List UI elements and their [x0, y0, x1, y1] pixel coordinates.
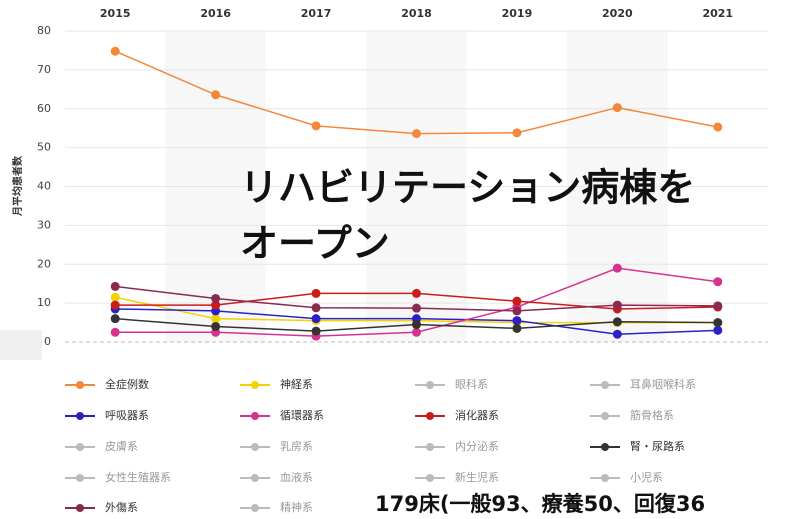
legend-label: 女性生殖器系: [105, 470, 171, 484]
data-point: [110, 292, 120, 302]
beds-note: 179床(一般93、療養50、回復36: [375, 492, 705, 516]
legend-marker: [601, 412, 609, 420]
legend-label: 血液系: [280, 470, 313, 484]
data-point: [512, 128, 522, 138]
y-tick-label: 80: [37, 24, 51, 37]
data-point: [612, 103, 622, 113]
data-point: [412, 327, 421, 337]
data-point: [311, 288, 321, 298]
legend-label: 内分泌系: [455, 439, 499, 453]
data-point: [211, 90, 221, 100]
y-tick-label: 40: [37, 180, 51, 193]
data-point: [512, 306, 522, 316]
data-point: [713, 325, 723, 335]
data-point: [412, 288, 421, 298]
x-tick-label: 2021: [702, 7, 733, 20]
data-point: [612, 317, 622, 327]
y-tick-label: 0: [44, 335, 51, 348]
legend-label: 外傷系: [105, 500, 138, 514]
legend-marker: [426, 443, 434, 451]
legend-marker: [76, 412, 84, 420]
legend-marker: [426, 474, 434, 482]
legend-label: 筋骨格系: [630, 408, 674, 422]
y-tick-label: 30: [37, 218, 51, 231]
legend-label: 腎・尿路系: [630, 440, 685, 453]
legend-marker: [251, 474, 259, 482]
legend-label: 循環器系: [280, 409, 324, 422]
legend-label: 眼科系: [455, 377, 488, 391]
y-tick-label: 20: [37, 257, 51, 270]
data-point: [311, 326, 321, 336]
x-tick-label: 2016: [200, 7, 231, 20]
y-tick-label: 70: [37, 63, 51, 76]
legend-label: 小児系: [630, 471, 663, 484]
data-point: [211, 293, 221, 303]
data-point: [311, 303, 321, 313]
legend-marker: [426, 412, 434, 420]
data-point: [211, 314, 221, 324]
side-panel: [0, 330, 42, 360]
y-tick-label: 10: [37, 296, 51, 309]
data-point: [412, 303, 421, 313]
data-point: [612, 300, 622, 310]
data-point: [713, 277, 723, 287]
legend-marker: [251, 381, 259, 389]
legend-marker: [601, 443, 609, 451]
legend-marker: [76, 443, 84, 451]
legend-label: 皮膚系: [105, 439, 138, 453]
x-tick-label: 2018: [401, 7, 432, 20]
y-tick-label: 60: [37, 102, 51, 115]
legend-label: 精神系: [280, 500, 313, 514]
legend-marker: [251, 443, 259, 451]
data-point: [512, 296, 522, 306]
y-tick-label: 50: [37, 141, 51, 154]
data-point: [512, 323, 522, 333]
data-point: [311, 314, 321, 324]
data-point: [713, 301, 723, 311]
data-point: [211, 321, 221, 331]
data-point: [412, 320, 421, 330]
legend-label: 乳房系: [280, 440, 313, 453]
legend-label: 消化器系: [455, 408, 499, 422]
legend-label: 耳鼻咽喉科系: [630, 377, 696, 391]
legend-marker: [76, 381, 84, 389]
data-point: [110, 314, 120, 324]
data-point: [512, 316, 522, 326]
legend-label: 新生児系: [455, 470, 499, 484]
data-point: [110, 46, 120, 56]
y-axis-label: 月平均患者数: [11, 155, 24, 217]
data-point: [110, 327, 120, 337]
data-point: [211, 300, 221, 310]
x-tick-label: 2017: [301, 7, 332, 20]
data-point: [110, 281, 120, 291]
legend-marker: [76, 504, 84, 512]
legend-marker: [601, 381, 609, 389]
data-point: [412, 129, 421, 139]
data-point: [110, 300, 120, 310]
x-tick-label: 2020: [602, 7, 633, 20]
headline: オープン: [240, 222, 390, 266]
data-point: [713, 318, 723, 328]
legend-marker: [251, 412, 259, 420]
data-point: [612, 263, 622, 273]
x-tick-label: 2019: [502, 7, 533, 20]
legend-marker: [426, 381, 434, 389]
plot: 0 10 20 30 40 50 60 70 80 2015 2016 2017 2018 2019 202…: [37, 7, 768, 514]
x-tick-label: 2015: [100, 7, 131, 20]
data-point: [713, 122, 723, 132]
legend-label: 呼吸器系: [105, 409, 149, 422]
legend-label: 全症例数: [105, 377, 149, 391]
legend-marker: [601, 474, 609, 482]
data-point: [612, 329, 622, 339]
headline: リハビリテーション病棟を: [240, 166, 695, 210]
legend-marker: [251, 504, 259, 512]
legend-label: 神経系: [280, 377, 313, 391]
data-point: [311, 121, 321, 131]
legend-marker: [76, 474, 84, 482]
